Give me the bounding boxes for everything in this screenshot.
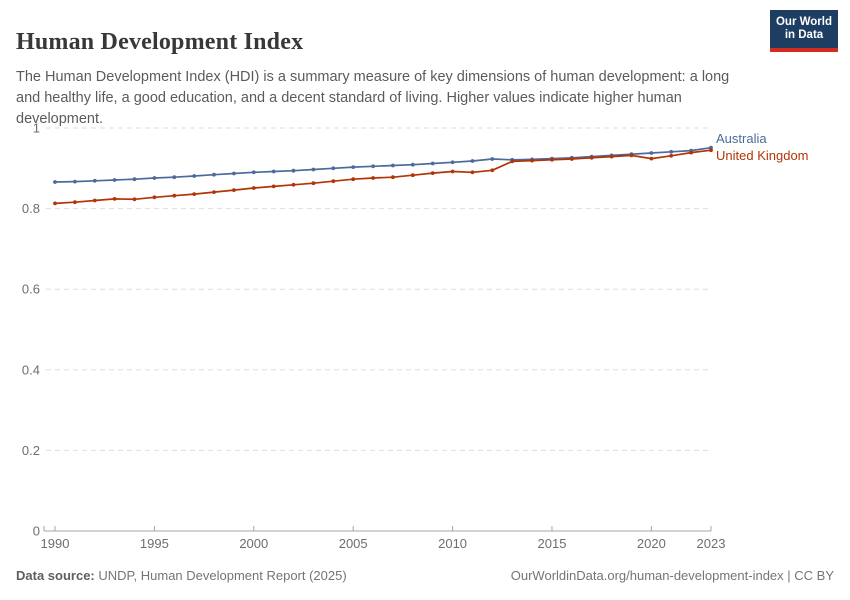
data-point-united-kingdom-1994[interactable] (132, 197, 137, 202)
data-point-united-kingdom-2002[interactable] (291, 182, 296, 187)
data-point-united-kingdom-2013[interactable] (510, 159, 515, 164)
data-point-united-kingdom-2014[interactable] (530, 158, 534, 163)
owid-citation-link[interactable]: OurWorldinData.org/human-development-ind… (510, 568, 834, 583)
data-point-australia-1990[interactable] (53, 180, 57, 184)
data-point-australia-2001[interactable] (271, 169, 276, 174)
data-source-text: UNDP, Human Development Report (2025) (94, 568, 347, 583)
data-point-australia-1993[interactable] (112, 178, 117, 182)
data-point-united-kingdom-2010[interactable] (450, 169, 455, 174)
data-point-united-kingdom-2003[interactable] (311, 181, 316, 186)
legend-item-united-kingdom[interactable]: United Kingdom (716, 148, 809, 163)
data-point-united-kingdom-2019[interactable] (629, 153, 634, 158)
chart-canvas[interactable]: 0 0.2 0.4 0.6 0.8 1 1990 1995 2000 2005 2010 2015 20… (0, 110, 850, 570)
data-point-australia-2003[interactable] (311, 167, 316, 172)
data-point-australia-2011[interactable] (470, 159, 475, 163)
data-point-united-kingdom-2020[interactable] (649, 156, 654, 161)
data-point-united-kingdom-1993[interactable] (112, 197, 117, 201)
data-point-australia-2009[interactable] (430, 161, 435, 166)
series-line-united-kingdom[interactable] (54, 149, 712, 205)
data-point-australia-2008[interactable] (410, 162, 415, 167)
data-point-united-kingdom-2021[interactable] (669, 153, 674, 158)
data-point-australia-1991[interactable] (73, 179, 77, 184)
data-source-note: Data source: UNDP, Human Development Rep… (16, 568, 347, 583)
data-point-australia-1998[interactable] (212, 172, 216, 177)
data-point-australia-2020[interactable] (649, 151, 654, 155)
data-point-united-kingdom-1990[interactable] (53, 201, 57, 206)
data-point-united-kingdom-2015[interactable] (550, 157, 554, 162)
data-point-united-kingdom-1999[interactable] (232, 188, 236, 192)
data-point-united-kingdom-2017[interactable] (589, 155, 594, 160)
data-point-australia-2012[interactable] (490, 157, 495, 161)
data-point-united-kingdom-1995[interactable] (152, 195, 157, 200)
data-point-united-kingdom-1991[interactable] (73, 200, 77, 205)
legend-item-australia[interactable]: Australia (716, 131, 767, 146)
data-point-australia-1994[interactable] (132, 177, 137, 182)
x-tick-label: 1990 (41, 536, 70, 551)
data-point-australia-2006[interactable] (371, 164, 375, 169)
data-point-australia-2000[interactable] (251, 170, 256, 175)
owid-logo: Our World in Data (770, 10, 838, 52)
y-tick-label: 0.6 (22, 282, 40, 297)
x-tick-label: 2015 (538, 536, 567, 551)
data-point-australia-2002[interactable] (291, 168, 296, 173)
data-point-australia-1997[interactable] (192, 174, 197, 178)
series-line-australia[interactable] (54, 146, 712, 183)
data-point-united-kingdom-2005[interactable] (351, 177, 356, 182)
data-point-united-kingdom-2023[interactable] (709, 148, 713, 153)
y-tick-label: 1 (33, 121, 40, 136)
x-tick-label: 2010 (438, 536, 467, 551)
data-point-australia-1992[interactable] (92, 178, 97, 183)
data-point-united-kingdom-1992[interactable] (92, 198, 97, 203)
data-point-united-kingdom-2022[interactable] (689, 150, 693, 155)
data-point-australia-2004[interactable] (331, 166, 336, 171)
y-tick-label: 0 (33, 524, 40, 539)
x-tick-label: 2005 (339, 536, 368, 551)
data-point-united-kingdom-2006[interactable] (371, 176, 375, 180)
data-point-australia-2010[interactable] (450, 160, 455, 165)
data-point-united-kingdom-2000[interactable] (251, 186, 256, 190)
data-point-australia-1996[interactable] (172, 175, 177, 180)
x-tick-label: 2023 (697, 536, 726, 551)
data-point-united-kingdom-2009[interactable] (430, 171, 435, 175)
data-point-australia-2007[interactable] (391, 163, 395, 168)
page-title: Human Development Index (16, 29, 304, 56)
x-tick-label: 2000 (239, 536, 268, 551)
data-point-australia-2021[interactable] (669, 149, 674, 154)
data-point-united-kingdom-2011[interactable] (470, 170, 475, 175)
owid-logo-line2: in Data (784, 29, 824, 41)
data-point-united-kingdom-2007[interactable] (391, 175, 395, 180)
x-tick-label: 1995 (140, 536, 169, 551)
x-tick-label: 2020 (637, 536, 666, 551)
data-point-united-kingdom-2001[interactable] (271, 184, 276, 189)
chart-footer: Data source: UNDP, Human Development Rep… (16, 568, 834, 583)
data-point-australia-1995[interactable] (152, 176, 157, 180)
y-tick-label: 0.8 (22, 201, 40, 216)
data-point-united-kingdom-2016[interactable] (569, 157, 574, 161)
y-tick-label: 0.2 (22, 443, 40, 458)
data-point-united-kingdom-1998[interactable] (212, 190, 216, 194)
data-point-australia-1999[interactable] (232, 171, 236, 176)
chart-subtitle: The Human Development Index (HDI) is a s… (16, 68, 730, 127)
data-point-united-kingdom-2008[interactable] (410, 173, 415, 178)
data-point-united-kingdom-1997[interactable] (192, 192, 197, 196)
data-point-united-kingdom-2018[interactable] (609, 154, 614, 159)
data-point-united-kingdom-2004[interactable] (331, 179, 336, 184)
owid-logo-line1: Our World (775, 16, 832, 28)
data-point-united-kingdom-1996[interactable] (172, 193, 177, 198)
data-source-label: Data source: (16, 568, 95, 583)
data-point-australia-2005[interactable] (351, 165, 356, 169)
y-tick-label: 0.4 (22, 362, 40, 377)
data-point-united-kingdom-2012[interactable] (490, 168, 495, 173)
